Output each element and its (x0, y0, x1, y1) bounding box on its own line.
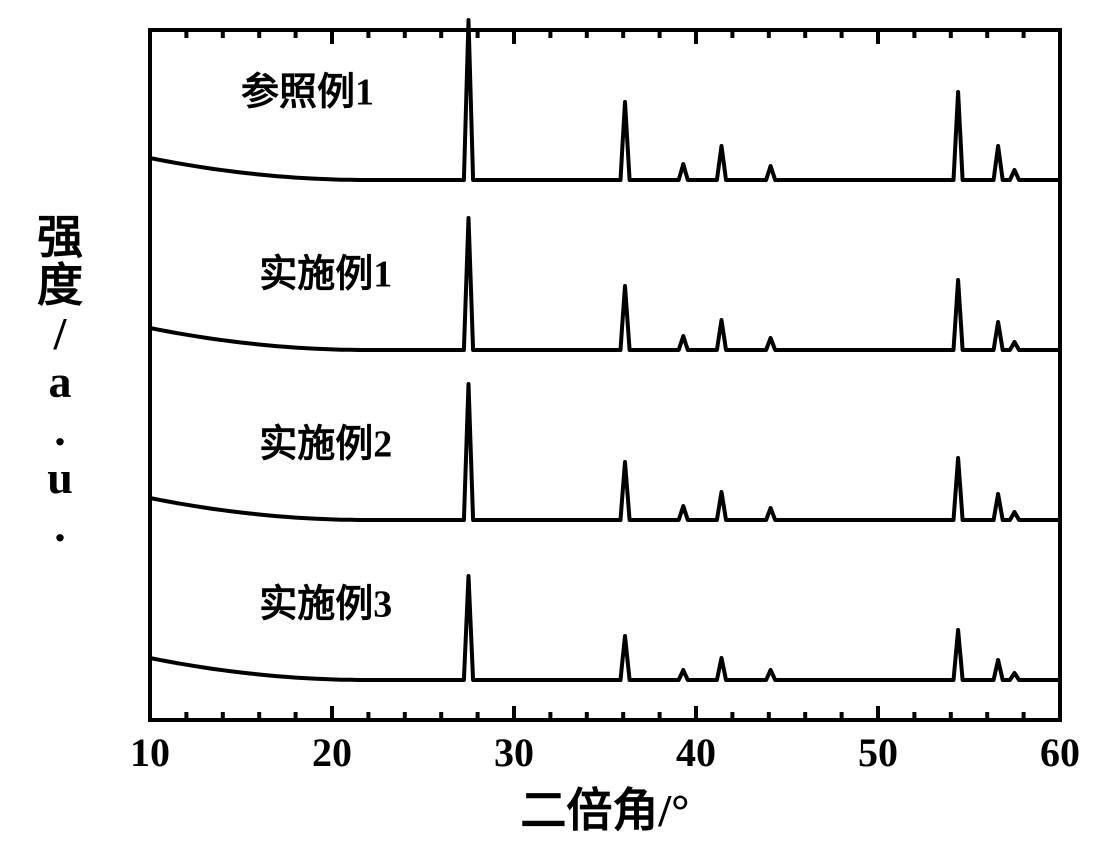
x-axis-tick-labels: 10 20 30 40 50 60 (130, 730, 1080, 775)
y-axis-label-char: u (47, 452, 73, 503)
xrd-chart: 10 20 30 40 50 60 参照例1 实施例1 实施例2 实施例3 强度/a.u. 二倍… (0, 0, 1100, 860)
y-axis-label-char: 度 (37, 260, 83, 311)
series-lines (150, 20, 1060, 680)
series-label-example-3: 实施例3 (259, 584, 392, 626)
y-axis-label-char: / (53, 308, 68, 359)
x-tick-label: 50 (858, 730, 898, 775)
series-label-example-2: 实施例2 (259, 424, 392, 466)
y-axis-label-char: . (54, 500, 66, 551)
series-label-reference-1: 参照例1 (241, 72, 374, 114)
y-axis-label-char: 强 (37, 212, 83, 263)
y-axis-label-char: . (54, 404, 66, 455)
y-axis-label: 强度/a.u. (37, 212, 83, 551)
x-tick-label: 10 (130, 730, 170, 775)
x-axis-label: 二倍角/° (520, 785, 689, 836)
x-tick-label: 60 (1040, 730, 1080, 775)
x-tick-label: 30 (494, 730, 534, 775)
x-tick-label: 20 (312, 730, 352, 775)
y-axis-label-char: a (49, 356, 72, 407)
x-tick-label: 40 (676, 730, 716, 775)
series-label-example-1: 实施例1 (259, 254, 392, 296)
